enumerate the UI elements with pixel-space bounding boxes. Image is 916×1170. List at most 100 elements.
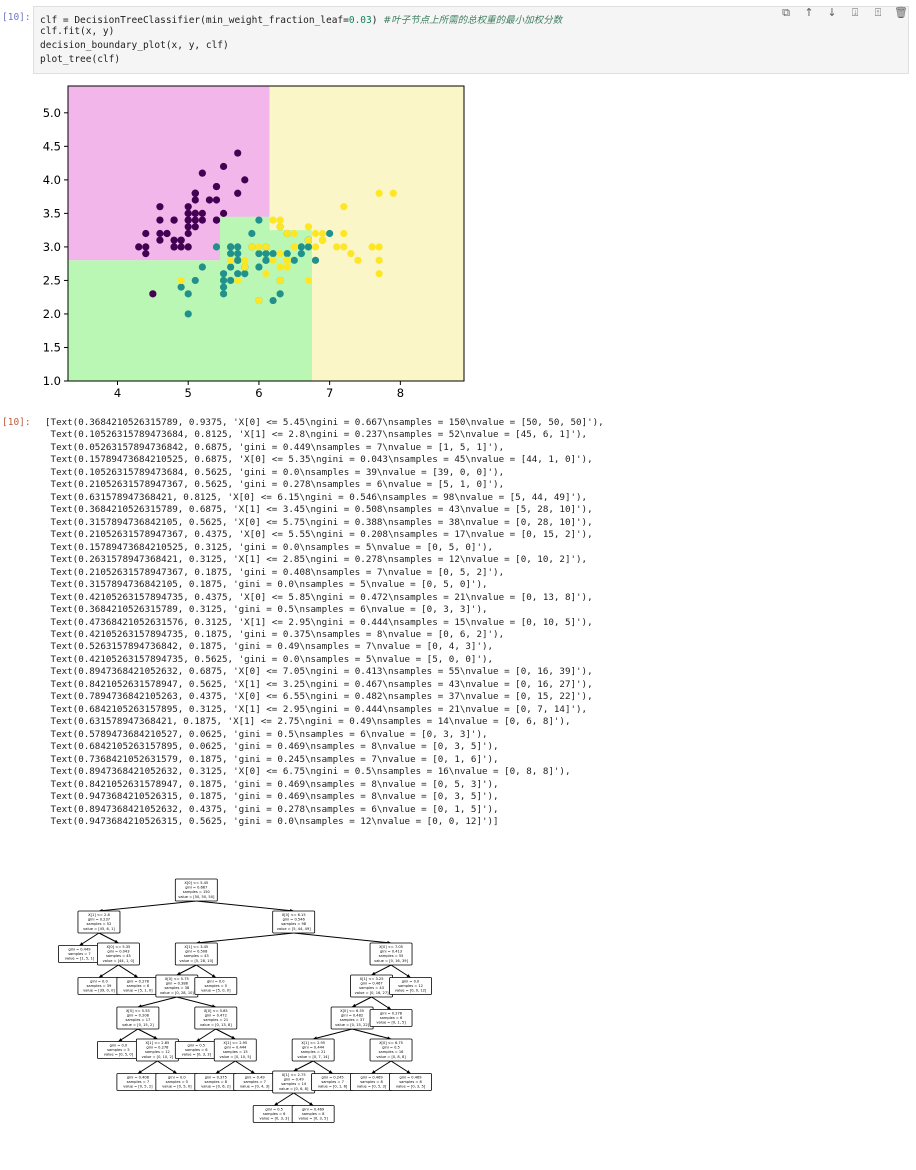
data-point <box>227 256 235 264</box>
tree-edge-arrow <box>309 1102 314 1106</box>
tree-node-label: samples = 15 <box>223 1050 248 1054</box>
data-point <box>290 229 298 238</box>
data-point <box>375 256 383 264</box>
data-point <box>283 256 291 264</box>
tree-node-label: samples = 8 <box>360 1080 383 1084</box>
data-point <box>227 250 235 258</box>
x-tick-label: 7 <box>326 386 333 400</box>
data-point <box>212 182 221 191</box>
insert-above-icon[interactable]: ⍗ <box>851 6 859 19</box>
code-cell[interactable]: clf = DecisionTreeClassifier(min_weight_… <box>33 6 909 74</box>
tree-node-label: samples = 5 <box>107 1048 130 1052</box>
tree-node-label: samples = 39 <box>87 984 113 988</box>
tree-node-label: X[0] <= 6.55 <box>340 1009 364 1013</box>
data-point <box>262 243 270 251</box>
data-point <box>297 243 305 251</box>
tree-edge-arrow <box>211 974 216 978</box>
tree-node-label: value = [0, 3, 3] <box>182 1053 212 1057</box>
tree-edge <box>390 964 411 978</box>
tree-node-label: gini = 0.667 <box>185 886 207 890</box>
tree-node-box <box>369 1009 413 1027</box>
tree-node-label: value = [0, 0, 12] <box>395 989 427 993</box>
data-point <box>276 290 284 298</box>
data-point <box>142 243 150 251</box>
code-line-1-comment: #叶子节点上所需的总权重的最小加权分数 <box>383 15 563 26</box>
arrow-down-icon[interactable]: ↓ <box>827 6 837 19</box>
tree-edge <box>293 932 392 944</box>
tree-node-box <box>194 1006 238 1030</box>
tree-node-label: samples = 52 <box>87 922 112 926</box>
data-point <box>255 243 263 251</box>
data-point <box>389 189 397 197</box>
arrow-up-icon[interactable]: ↑ <box>804 6 814 19</box>
insert-below-icon[interactable]: ⍐ <box>874 6 882 19</box>
output-line: Text(0.42105263157894735, 0.1875, 'gini … <box>45 628 505 640</box>
data-point <box>156 216 164 224</box>
tree-node-label: samples = 7 <box>127 1080 150 1084</box>
tree-node-label: value = [0, 28, 10] <box>160 991 195 995</box>
tree-node-label: value = [0, 15, 22] <box>335 1023 370 1027</box>
data-point <box>269 296 277 305</box>
tree-node-box <box>194 977 238 995</box>
output-line: Text(0.21052631578947367, 0.5625, 'gini … <box>45 479 505 491</box>
data-point <box>283 263 291 271</box>
data-point <box>219 270 228 278</box>
data-point <box>304 276 313 285</box>
output-line: Text(0.8947368421052632, 0.3125, 'X[0] <… <box>45 766 571 778</box>
tree-node-label: gini = 0.444 <box>302 1046 325 1050</box>
output-line: Text(0.8421052631578947, 0.1875, 'gini =… <box>45 778 499 790</box>
tree-node-label: value = [5, 28, 10] <box>179 959 214 963</box>
tree-edge <box>137 1060 158 1074</box>
data-point <box>255 263 263 271</box>
tree-edge-arrow <box>153 1035 158 1039</box>
data-point <box>227 243 235 251</box>
code-line-1-close: ) <box>371 15 384 26</box>
y-tick-label: 4.5 <box>43 139 61 153</box>
tree-node-label: value = [0, 5, 0] <box>162 1085 192 1089</box>
tree-edge <box>118 1028 139 1042</box>
data-point <box>375 189 383 197</box>
tree-node-label: value = [0, 5, 2] <box>123 1085 153 1089</box>
data-point <box>234 270 242 278</box>
tree-node-label: gini = 0.043 <box>107 950 129 954</box>
copy-icon[interactable]: ⧉ <box>782 6 790 19</box>
data-point <box>184 243 192 251</box>
output-line: Text(0.10526315789473684, 0.8125, 'X[1] … <box>45 429 588 441</box>
delete-icon[interactable]: 🗑 <box>894 6 908 19</box>
tree-node-label: gini = 0.0 <box>402 980 420 984</box>
data-point <box>241 270 249 278</box>
output-line: Text(0.15789473684210525, 0.6875, 'X[0] … <box>45 454 593 466</box>
data-point <box>262 250 270 258</box>
tree-node-box <box>174 942 218 966</box>
tree-node-label: gini = 0.469 <box>399 1076 422 1080</box>
tree-node-label: samples = 5 <box>205 984 228 988</box>
tree-node-label: samples = 21 <box>301 1050 326 1054</box>
tree-node-label: samples = 55 <box>379 954 404 958</box>
tree-edge <box>293 1060 314 1072</box>
tree-edge <box>234 1060 256 1074</box>
tree-node-label: value = [0, 5, 3] <box>357 1085 387 1089</box>
code-line-1: clf = DecisionTreeClassifier(min_weight_… <box>40 12 562 26</box>
data-point <box>304 236 313 244</box>
tree-node-label: samples = 14 <box>281 1082 307 1086</box>
data-point <box>241 256 249 264</box>
data-point <box>156 229 164 238</box>
data-point <box>227 263 235 271</box>
data-point <box>227 276 235 285</box>
code-line-4: plot_tree(clf) <box>40 54 121 65</box>
data-point <box>142 229 150 238</box>
tree-node-label: samples = 21 <box>203 1018 228 1022</box>
data-point <box>163 229 171 238</box>
y-tick-label: 5.0 <box>43 106 61 120</box>
tree-node-box <box>116 1006 160 1030</box>
data-point <box>156 203 164 211</box>
tree-node-label: X[0] <= 5.55 <box>126 1009 150 1013</box>
tree-node-label: X[1] <= 2.95 <box>301 1041 325 1045</box>
tree-node-label: samples = 150 <box>183 890 211 894</box>
tree-node-label: X[1] <= 2.85 <box>145 1041 169 1045</box>
tree-edge <box>371 996 392 1010</box>
